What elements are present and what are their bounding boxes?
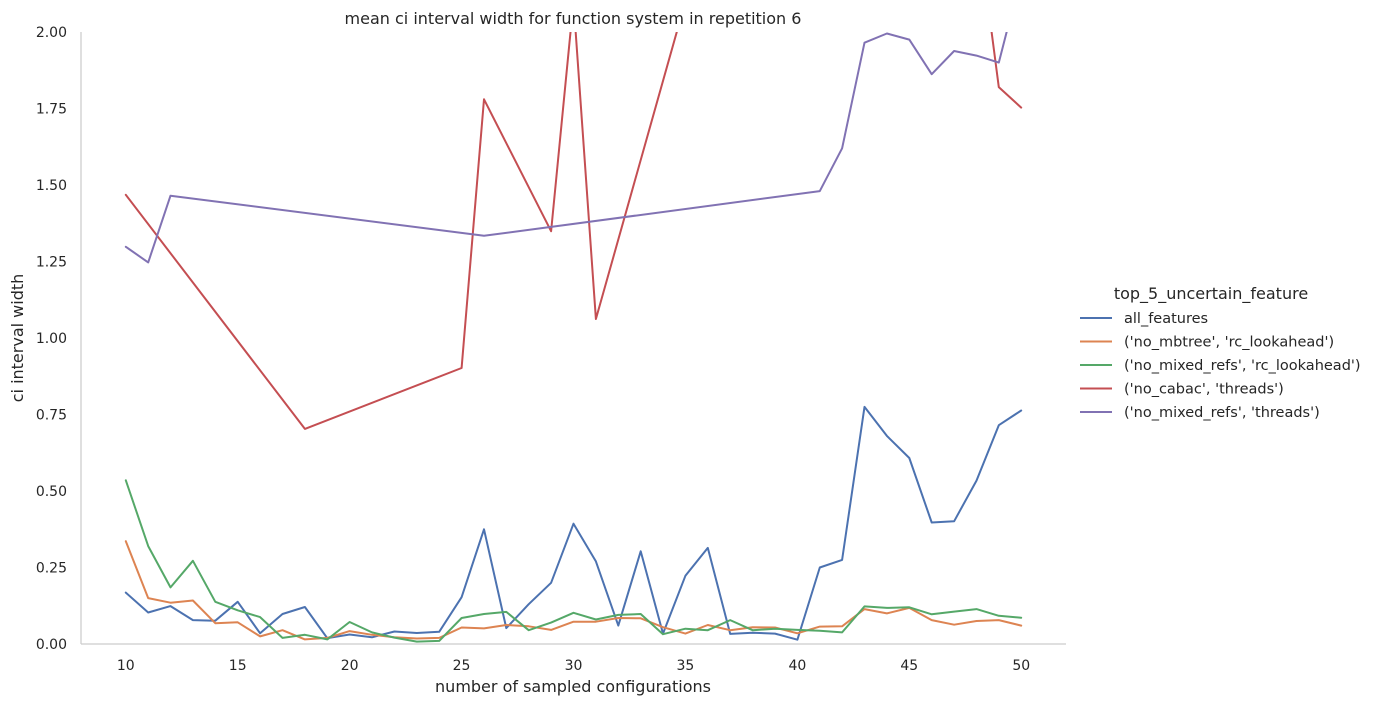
y-tick-label: 2.00 xyxy=(36,25,67,41)
x-tick-label: 30 xyxy=(565,658,583,674)
y-tick-label: 0.00 xyxy=(36,637,67,653)
x-tick-label: 20 xyxy=(341,658,359,674)
y-tick-label: 1.75 xyxy=(36,102,67,118)
x-tick-label: 25 xyxy=(453,658,471,674)
x-tick-label: 10 xyxy=(117,658,135,674)
y-tick-label: 0.50 xyxy=(36,484,67,500)
x-tick-label: 15 xyxy=(229,658,247,674)
series-line-1 xyxy=(124,540,1023,641)
legend-label-2: ('no_mixed_refs', 'rc_lookahead') xyxy=(1124,358,1361,374)
legend-items: all_features ('no_mbtree', 'rc_lookahead'… xyxy=(1080,311,1361,421)
y-tick-label: 1.50 xyxy=(36,178,67,194)
axes xyxy=(80,32,1066,645)
y-tick-label: 0.75 xyxy=(36,408,67,424)
legend-title: top_5_uncertain_feature xyxy=(1114,284,1308,304)
series-line-0 xyxy=(124,405,1023,641)
x-tick-label: 45 xyxy=(900,658,918,674)
legend-label-1: ('no_mbtree', 'rc_lookahead') xyxy=(1124,335,1334,351)
series-line-4 xyxy=(124,32,1008,264)
legend-label-4: ('no_mixed_refs', 'threads') xyxy=(1124,405,1320,421)
y-tick-label: 1.00 xyxy=(36,331,67,347)
series-line-3 xyxy=(124,32,1023,430)
y-axis-label: ci interval width xyxy=(8,274,27,403)
x-tick-label: 50 xyxy=(1012,658,1030,674)
y-tick-label: 1.25 xyxy=(36,255,67,271)
chart-title: mean ci interval width for function syst… xyxy=(345,9,802,28)
series-lines xyxy=(124,32,1023,643)
legend: top_5_uncertain_feature all_features ('no… xyxy=(1080,284,1361,421)
x-tick-label: 35 xyxy=(677,658,695,674)
legend-label-3: ('no_cabac', 'threads') xyxy=(1124,382,1284,398)
x-tick-label: 40 xyxy=(788,658,806,674)
y-tick-label: 0.25 xyxy=(36,561,67,577)
y-tick-labels: 0.00 0.25 0.50 0.75 1.00 1.25 1.50 1.75 2.00 xyxy=(36,25,67,653)
x-tick-labels: 10 15 20 25 30 35 40 45 50 xyxy=(117,658,1030,674)
x-axis-label: number of sampled configurations xyxy=(435,677,711,696)
series-line-2 xyxy=(124,479,1023,643)
legend-label-0: all_features xyxy=(1124,311,1208,327)
